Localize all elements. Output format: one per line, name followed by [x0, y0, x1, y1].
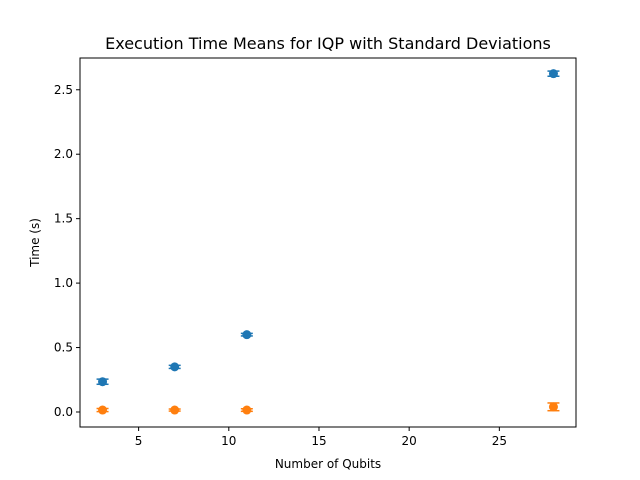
- y-tick-label: 2.0: [54, 147, 73, 161]
- x-tick-label: 25: [492, 434, 507, 448]
- data-point: [170, 362, 180, 372]
- y-axis-ticks: 0.0 0.5 1.0 1.5 2.0 2.5: [54, 83, 80, 419]
- y-tick-label: 0.0: [54, 405, 73, 419]
- series-layer: [96, 69, 560, 415]
- plot-frame: [79, 57, 577, 428]
- x-tick-label: 15: [311, 434, 326, 448]
- y-axis-label: Time (s): [28, 218, 42, 268]
- y-tick-label: 0.5: [54, 341, 73, 355]
- data-point: [242, 330, 252, 340]
- y-tick-label: 1.5: [54, 212, 73, 226]
- data-point: [548, 402, 558, 412]
- chart-title: Execution Time Means for IQP with Standa…: [105, 34, 551, 53]
- series-1: [96, 69, 560, 387]
- data-point: [170, 405, 180, 415]
- x-tick-label: 20: [402, 434, 417, 448]
- y-tick-label: 1.0: [54, 276, 73, 290]
- x-axis-label: Number of Qubits: [275, 457, 381, 471]
- x-axis-ticks: 5 10 15 20 25: [135, 427, 507, 448]
- data-point: [548, 69, 558, 79]
- series-2: [96, 402, 560, 415]
- data-point: [98, 377, 108, 387]
- data-point: [242, 405, 252, 415]
- x-tick-label: 5: [135, 434, 143, 448]
- x-tick-label: 10: [221, 434, 236, 448]
- y-tick-label: 2.5: [54, 83, 73, 97]
- data-point: [98, 405, 108, 415]
